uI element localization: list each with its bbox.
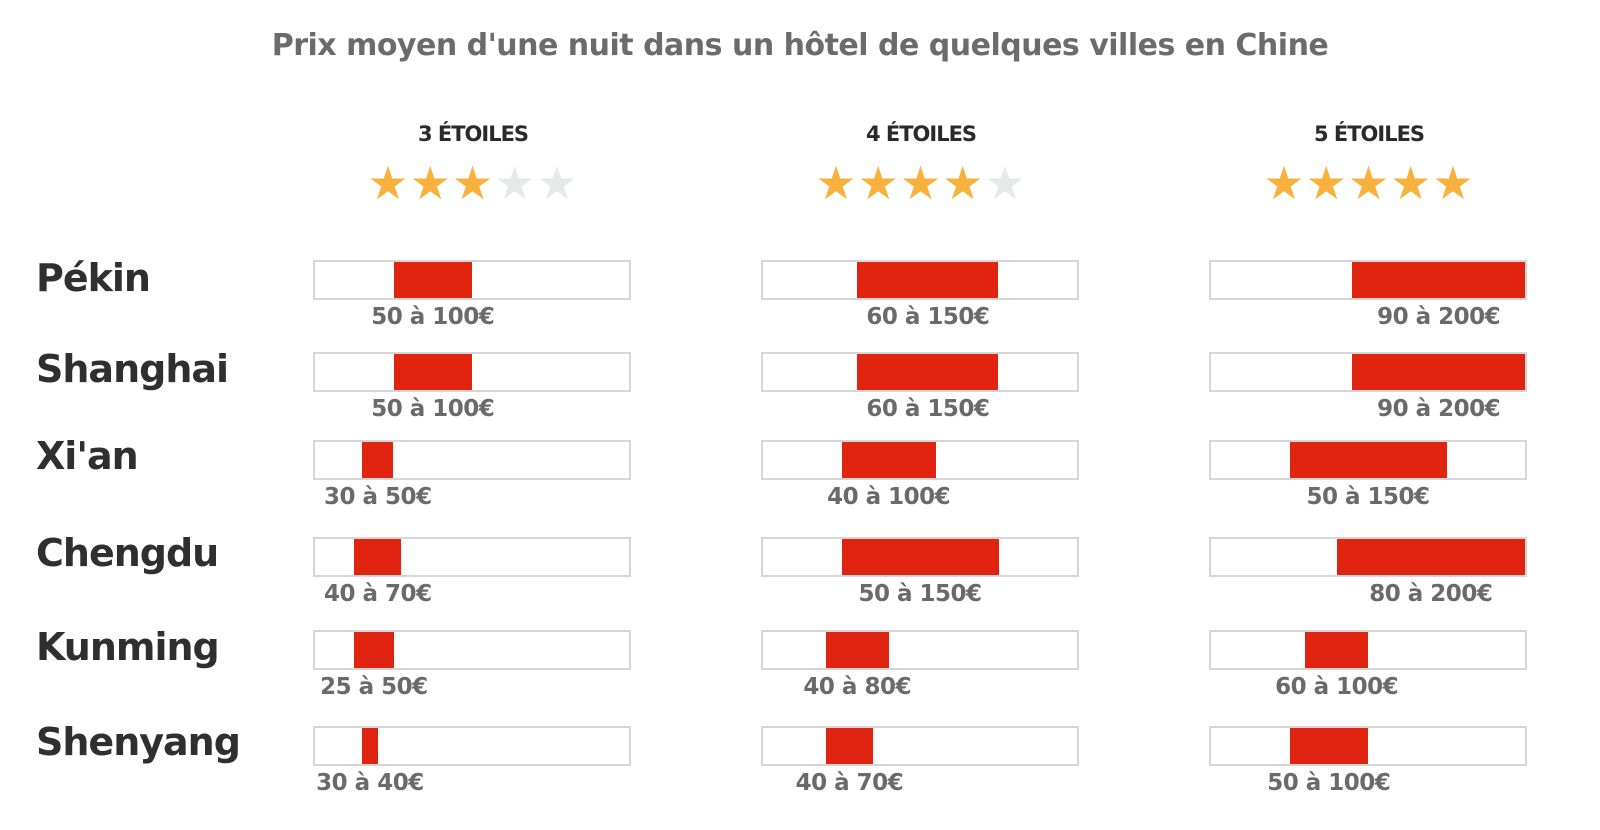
price-range-label: 50 à 150€ [1306,484,1430,510]
city-label: Xi'an [36,434,139,478]
range-track [313,537,631,577]
price-range-bar [354,632,394,668]
star-rating: ★★★★★ [761,160,1081,206]
range-track [761,260,1079,300]
range-track [761,352,1079,392]
price-range-label: 50 à 100€ [371,304,495,330]
price-range-label: 40 à 70€ [324,581,432,607]
range-track [1209,352,1527,392]
price-range-bar [825,632,889,668]
price-range-label: 90 à 200€ [1377,396,1501,422]
range-track [1209,440,1527,480]
price-range-bar [1352,262,1525,298]
price-range-label: 60 à 150€ [866,304,990,330]
city-label: Kunming [36,625,220,669]
range-track [1209,260,1527,300]
price-range-label: 30 à 40€ [316,770,424,796]
price-range-label: 60 à 100€ [1275,674,1399,700]
price-range-label: 40 à 70€ [795,770,904,796]
price-range-bar [393,354,472,390]
column-header: 5 ÉTOILES [1313,122,1425,146]
price-range-label: 50 à 100€ [371,396,495,422]
star-icon: ★ [1305,156,1348,210]
price-range-bar [857,262,999,298]
star-icon: ★ [1390,156,1433,210]
star-icon: ★ [1263,156,1306,210]
price-range-label: 30 à 50€ [324,484,432,510]
range-track [313,630,631,670]
star-icon: ★ [409,156,452,210]
range-track [1209,630,1527,670]
price-range-bar [362,442,394,478]
range-track [313,726,631,766]
price-range-bar [825,728,873,764]
range-track [313,352,631,392]
star-icon: ★ [984,156,1027,210]
city-label: Pékin [36,256,151,300]
price-range-bar [1352,354,1525,390]
star-rating: ★★★★★ [313,160,633,206]
price-range-bar [362,728,378,764]
price-range-label: 80 à 200€ [1369,581,1493,607]
star-icon: ★ [1432,156,1475,210]
star-icon: ★ [942,156,985,210]
price-range-bar [1289,442,1447,478]
price-range-label: 90 à 200€ [1377,304,1501,330]
price-range-label: 50 à 150€ [858,581,982,607]
range-track [1209,726,1527,766]
chart-title: Prix moyen d'une nuit dans un hôtel de q… [271,28,1329,63]
range-track [313,440,631,480]
star-icon: ★ [494,156,537,210]
price-range-bar [1336,539,1525,575]
star-icon: ★ [857,156,900,210]
price-range-bar [1289,728,1368,764]
city-label: Shenyang [36,720,241,764]
column-header: 3 ÉTOILES [417,122,529,146]
price-range-label: 50 à 100€ [1267,770,1391,796]
star-icon: ★ [451,156,495,210]
range-track [761,440,1079,480]
price-range-bar [841,442,936,478]
range-track [761,537,1079,577]
price-range-label: 25 à 50€ [320,674,428,700]
range-track [761,726,1079,766]
price-range-label: 40 à 80€ [803,674,911,700]
star-icon: ★ [899,156,943,210]
price-range-bar [393,262,472,298]
price-range-bar [1305,632,1368,668]
price-range-bar [841,539,999,575]
city-label: Chengdu [36,531,219,575]
range-track [761,630,1079,670]
column-header: 4 ÉTOILES [865,122,977,146]
price-range-bar [857,354,999,390]
city-label: Shanghai [36,347,229,391]
price-range-bar [354,539,402,575]
star-icon: ★ [367,156,410,210]
star-icon: ★ [1347,156,1391,210]
star-icon: ★ [815,156,858,210]
price-range-label: 40 à 100€ [827,484,951,510]
range-track [1209,537,1527,577]
range-track [313,260,631,300]
star-rating: ★★★★★ [1209,160,1529,206]
star-icon: ★ [536,156,579,210]
price-range-label: 60 à 150€ [866,396,990,422]
